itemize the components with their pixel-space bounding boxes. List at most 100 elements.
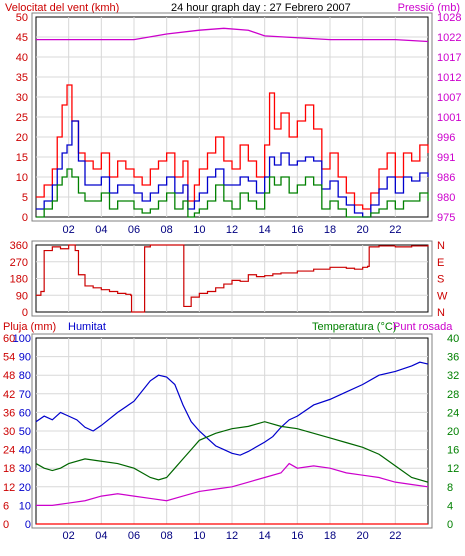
x-tick-label: 08: [161, 530, 173, 542]
direction-tick-label: 0: [22, 307, 28, 319]
x-tick-label: 08: [161, 224, 173, 236]
humidity-tick-label: 80: [19, 370, 31, 382]
humidity-tick-label: 20: [19, 482, 31, 494]
y2-tick-label: 1007: [437, 92, 461, 104]
compass-tick-label: N: [437, 240, 445, 252]
humidity-tick-label: 70: [19, 389, 31, 401]
temperature-tick-label: 8: [447, 482, 453, 494]
rain-tick-label: 24: [3, 445, 15, 457]
direction-tick-label: 360: [10, 240, 28, 252]
temperature-tick-label: 16: [447, 445, 459, 457]
x-tick-label: 06: [128, 224, 140, 236]
series-punt-rosada: [36, 462, 429, 506]
temperature-tick-label: 20: [447, 426, 459, 438]
panel-border: [31, 12, 433, 222]
y-tick-label: 35: [16, 72, 28, 84]
temperature-tick-label: 4: [447, 500, 453, 512]
humidity-tick-label: 50: [19, 426, 31, 438]
x-tick-label: 14: [259, 530, 271, 542]
temperature-tick-label: 28: [447, 389, 459, 401]
compass-tick-label: W: [437, 290, 448, 302]
y-tick-label: 0: [22, 212, 28, 224]
rain-tick-label: 36: [3, 407, 15, 419]
x-tick-label: 12: [226, 224, 238, 236]
temperature-tick-label: 0: [447, 519, 453, 531]
x-tick-label: 16: [291, 224, 303, 236]
humidity-tick-label: 60: [19, 407, 31, 419]
x-tick-label: 12: [226, 530, 238, 542]
y2-tick-label: 1017: [437, 52, 461, 64]
rain-tick-label: 0: [3, 519, 9, 531]
direction-tick-label: 270: [10, 257, 28, 269]
panel-border: [31, 333, 433, 529]
y-tick-label: 20: [16, 132, 28, 144]
compass-tick-label: N: [437, 307, 445, 319]
temperature-tick-label: 40: [447, 333, 459, 345]
rain-tick-label: 54: [3, 352, 15, 364]
x-tick-label: 02: [63, 224, 75, 236]
y-tick-label: 15: [16, 152, 28, 164]
temperature-tick-label: 32: [447, 370, 459, 382]
series-humitat: [35, 361, 429, 456]
x-tick-label: 18: [324, 224, 336, 236]
rain-tick-label: 30: [3, 426, 15, 438]
x-tick-label: 10: [193, 530, 205, 542]
y2-tick-label: 991: [437, 152, 455, 164]
y2-tick-label: 996: [437, 132, 455, 144]
series-temperatura: [35, 421, 429, 483]
humidity-tick-label: 40: [19, 445, 31, 457]
x-tick-label: 22: [389, 224, 401, 236]
y-tick-label: 40: [16, 52, 28, 64]
panel-border: [31, 240, 433, 317]
humidity-axis-label: Humitat: [68, 321, 106, 333]
series-line-2: [36, 120, 429, 218]
x-tick-label: 04: [95, 530, 107, 542]
rain-axis-label: Pluja (mm): [3, 321, 56, 333]
humidity-temperature-panel: 02 04 06 08 10 12 14 16 18 20 22061218243036424854…: [3, 333, 459, 542]
temperature-axis-label: Temperatura (°C): [312, 321, 396, 333]
pressure-axis-label: Pressió (mb): [398, 2, 460, 14]
y-tick-label: 10: [16, 172, 28, 184]
x-tick-label: 04: [95, 224, 107, 236]
temperature-tick-label: 12: [447, 463, 459, 475]
y-tick-label: 45: [16, 32, 28, 44]
x-tick-label: 14: [259, 224, 271, 236]
humidity-tick-label: 100: [13, 333, 31, 345]
x-tick-label: 20: [357, 224, 369, 236]
rain-tick-label: 18: [3, 463, 15, 475]
y-tick-label: 50: [16, 12, 28, 24]
direction-tick-label: 180: [10, 274, 28, 286]
humidity-tick-label: 0: [25, 519, 31, 531]
humidity-tick-label: 90: [19, 352, 31, 364]
x-tick-label: 16: [291, 530, 303, 542]
x-tick-label: 10: [193, 224, 205, 236]
y-tick-label: 30: [16, 92, 28, 104]
x-tick-label: 20: [357, 530, 369, 542]
chart-title: 24 hour graph day : 27 Febrero 2007: [171, 2, 351, 14]
y2-tick-label: 986: [437, 172, 455, 184]
y-tick-label: 5: [22, 192, 28, 204]
rain-tick-label: 12: [3, 482, 15, 494]
series-line-1: [36, 84, 429, 210]
y2-tick-label: 980: [437, 192, 455, 204]
y2-tick-label: 1028: [437, 12, 461, 24]
wind-speed-axis-label: Velocitat del vent (kmh): [5, 2, 119, 14]
temperature-tick-label: 24: [447, 407, 459, 419]
rain-tick-label: 42: [3, 389, 15, 401]
compass-tick-label: S: [437, 274, 444, 286]
y-tick-label: 25: [16, 112, 28, 124]
humidity-tick-label: 30: [19, 463, 31, 475]
temperature-tick-label: 36: [447, 352, 459, 364]
direction-tick-label: 90: [16, 290, 28, 302]
direction-series-0: [36, 244, 429, 313]
y2-tick-label: 1022: [437, 32, 461, 44]
x-tick-label: 02: [63, 530, 75, 542]
series-line-3: [36, 168, 429, 218]
y2-tick-label: 1012: [437, 72, 461, 84]
humidity-tick-label: 10: [19, 500, 31, 512]
x-tick-label: 06: [128, 530, 140, 542]
compass-tick-label: E: [437, 257, 444, 269]
x-tick-label: 18: [324, 530, 336, 542]
